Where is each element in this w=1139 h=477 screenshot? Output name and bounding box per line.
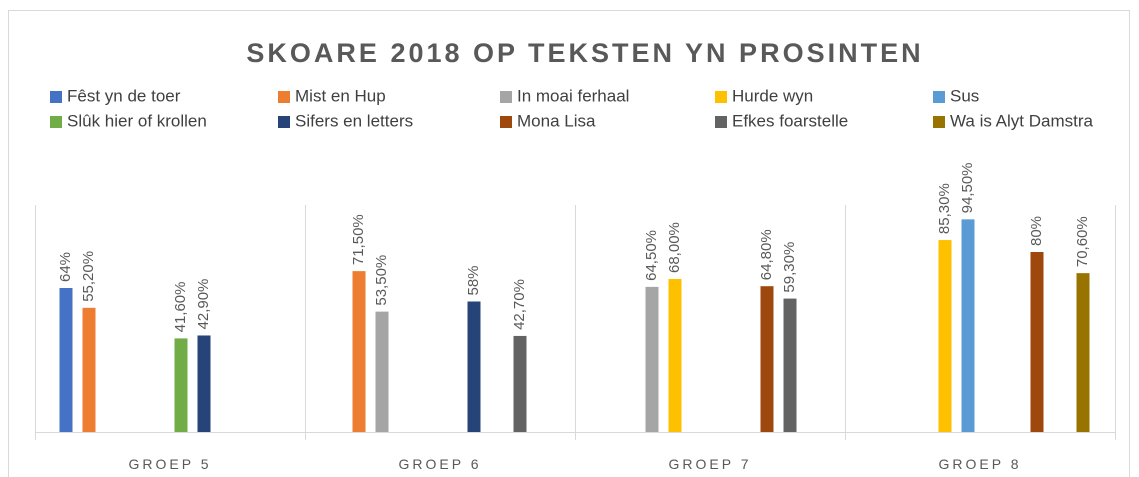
legend-swatch: [715, 116, 727, 128]
legend-label: Sifers en letters: [295, 111, 413, 130]
value-label: 94,50%: [959, 163, 976, 214]
bar: [1030, 252, 1044, 432]
bar: [467, 301, 481, 432]
legend-label: Hurde wyn: [732, 86, 813, 105]
legend-label: Fêst yn de toer: [67, 86, 181, 105]
x-tick-label: GROEP 5: [129, 456, 212, 472]
bar: [1076, 273, 1090, 432]
value-label: 58%: [465, 265, 482, 295]
legend-swatch: [715, 91, 727, 103]
bar: [645, 286, 659, 432]
value-label: 41,60%: [172, 282, 189, 333]
bar: [82, 307, 96, 432]
value-label: 53,50%: [373, 255, 390, 306]
value-label: 70,60%: [1074, 216, 1091, 267]
value-label: 68,00%: [666, 222, 683, 273]
value-label: 59,30%: [781, 242, 798, 293]
value-label: 64,80%: [758, 229, 775, 280]
value-label: 42,70%: [511, 279, 528, 330]
legend-label: Slûk hier of krollen: [67, 111, 207, 130]
x-tick-label: GROEP 6: [399, 456, 482, 472]
x-tick-label: GROEP 7: [669, 456, 752, 472]
legend-label: Mona Lisa: [517, 111, 596, 130]
legend-swatch: [50, 91, 62, 103]
bar: [375, 311, 389, 432]
legend-swatch: [500, 91, 512, 103]
bar: [783, 298, 797, 432]
value-label: 85,30%: [936, 183, 953, 234]
bar: [174, 338, 188, 432]
value-label: 55,20%: [80, 251, 97, 302]
bar: [938, 240, 952, 432]
legend-swatch: [933, 91, 945, 103]
bar: [760, 286, 774, 432]
legend-label: Mist en Hup: [295, 86, 386, 105]
value-label: 64%: [57, 252, 74, 282]
legend-label: Efkes foarstelle: [732, 111, 848, 130]
legend-swatch: [278, 116, 290, 128]
value-label: 71,50%: [350, 214, 367, 265]
legend-swatch: [278, 91, 290, 103]
legend-swatch: [933, 116, 945, 128]
legend-swatch: [50, 116, 62, 128]
legend-swatch: [500, 116, 512, 128]
legend-label: Sus: [950, 86, 979, 105]
value-label: 80%: [1028, 216, 1045, 246]
legend-label: In moai ferhaal: [517, 86, 629, 105]
bar: [59, 288, 73, 432]
chart-title: SKOARE 2018 OP TEKSTEN YN PROSINTEN: [246, 38, 923, 68]
value-label: 42,90%: [195, 279, 212, 330]
bar: [352, 271, 366, 432]
bar: [668, 279, 682, 432]
legend-label: Wa is Alyt Damstra: [950, 111, 1093, 130]
bar: [961, 219, 975, 432]
value-label: 64,50%: [643, 230, 660, 281]
bar: [513, 335, 527, 432]
x-tick-label: GROEP 8: [939, 456, 1022, 472]
bar: [197, 335, 211, 432]
